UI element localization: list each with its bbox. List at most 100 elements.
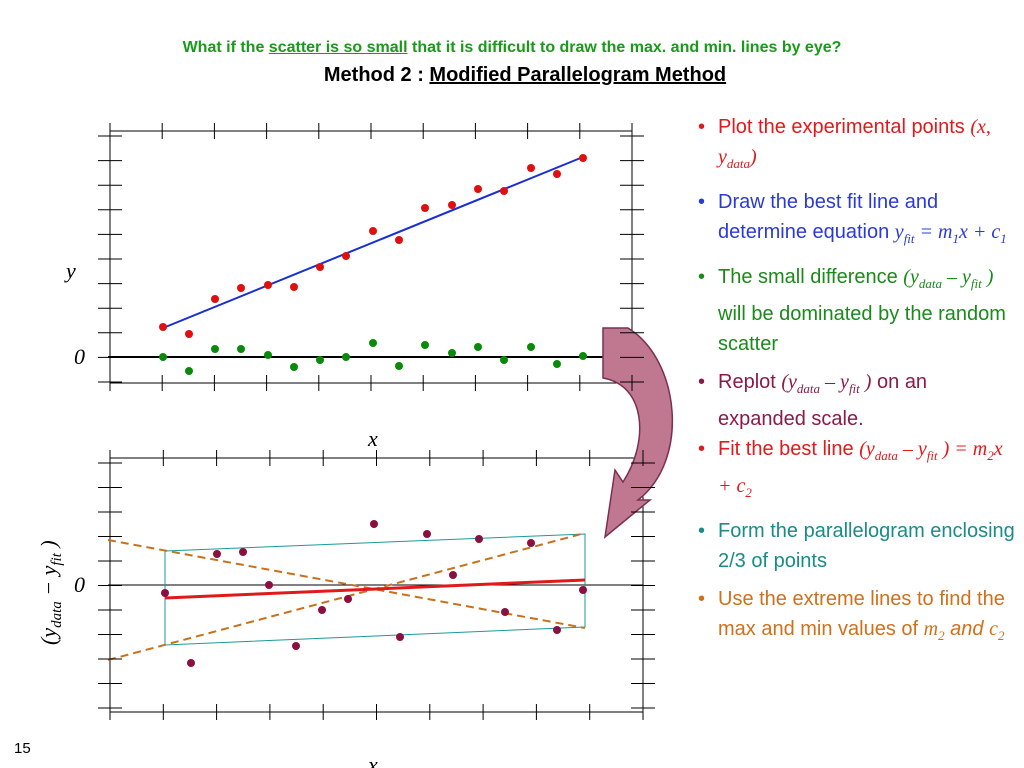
point xyxy=(187,659,195,667)
text: Plot the experimental points xyxy=(718,116,971,138)
y-label: (ydata − yfit ) xyxy=(36,540,65,645)
bullets: Plot the experimental points (x, ydata) … xyxy=(698,112,1018,659)
text: 2 xyxy=(997,628,1005,643)
fit-line xyxy=(162,156,584,329)
point xyxy=(290,363,298,371)
point xyxy=(579,154,587,162)
text: 2 xyxy=(987,448,994,463)
text: (x, y xyxy=(718,116,991,168)
point xyxy=(264,281,272,289)
text: ) xyxy=(36,540,61,553)
fit-line xyxy=(164,578,586,600)
text: data xyxy=(726,156,751,171)
point xyxy=(292,642,300,650)
zero-label: 0 xyxy=(74,572,85,597)
text: Form the parallelogram enclosing 2/3 of … xyxy=(718,520,1015,572)
text: data xyxy=(796,381,821,396)
point xyxy=(500,356,508,364)
point xyxy=(316,356,324,364)
text: 2 xyxy=(938,628,945,643)
point xyxy=(161,589,169,597)
text: − y xyxy=(36,565,61,601)
text: y xyxy=(894,221,904,243)
point xyxy=(396,633,404,641)
point xyxy=(318,606,326,614)
point xyxy=(342,353,350,361)
bullet: Replot (ydata – yfit ) on an expanded sc… xyxy=(698,367,1018,434)
text: = m xyxy=(914,221,953,243)
text: Draw the best fit line and determine equ… xyxy=(718,191,939,243)
point xyxy=(211,345,219,353)
point xyxy=(475,535,483,543)
text: ) xyxy=(859,371,872,393)
point xyxy=(421,204,429,212)
text: data xyxy=(874,448,898,463)
point xyxy=(185,367,193,375)
point xyxy=(448,201,456,209)
text: on an expanded scale. xyxy=(718,371,928,430)
text: (y xyxy=(859,438,875,460)
text: that it is difficult to draw the max. an… xyxy=(407,39,842,56)
text: 1 xyxy=(952,231,959,246)
y-label: y xyxy=(64,258,76,283)
text: will be dominated by the random scatter xyxy=(718,303,1006,355)
bullet: Use the extreme lines to find the max an… xyxy=(698,584,1018,651)
extreme-line xyxy=(107,532,586,661)
point xyxy=(474,343,482,351)
x-label: x xyxy=(367,752,378,768)
bullet: The small difference (ydata – yfit ) wil… xyxy=(698,262,1018,359)
point xyxy=(449,571,457,579)
point xyxy=(265,581,273,589)
point xyxy=(527,343,535,351)
point xyxy=(527,164,535,172)
point xyxy=(185,330,193,338)
text: scatter is so small xyxy=(268,39,408,56)
point xyxy=(290,283,298,291)
point xyxy=(500,187,508,195)
bullet: Fit the best line (ydata – yfit ) = m2x … xyxy=(698,434,1018,508)
point xyxy=(448,349,456,357)
title: Method 2 : Modified Parallelogram Method xyxy=(0,64,1024,87)
text: Use the extreme lines to find the max an… xyxy=(718,588,1005,640)
point xyxy=(501,608,509,616)
text: x + c xyxy=(718,438,1003,497)
text: ) = m xyxy=(937,438,988,460)
slide-number: 15 xyxy=(14,740,31,757)
point xyxy=(553,360,561,368)
point xyxy=(553,170,561,178)
text: Fit the best line xyxy=(718,438,860,460)
point xyxy=(579,352,587,360)
point xyxy=(237,345,245,353)
point xyxy=(211,295,219,303)
point xyxy=(213,550,221,558)
point xyxy=(527,539,535,547)
text: Method 2 : xyxy=(323,64,430,86)
text: x + c xyxy=(958,221,1001,243)
text: (y xyxy=(903,266,919,288)
text: fit xyxy=(903,231,915,246)
bullet: Form the parallelogram enclosing 2/3 of … xyxy=(698,516,1018,576)
point xyxy=(370,520,378,528)
text: 2 xyxy=(745,485,752,500)
point xyxy=(342,252,350,260)
text: – y xyxy=(941,266,971,288)
point xyxy=(264,351,272,359)
text: fit xyxy=(926,448,938,463)
point xyxy=(369,227,377,235)
text: The small difference xyxy=(718,266,904,288)
text: Modified Parallelogram Method xyxy=(429,64,727,86)
text: data xyxy=(49,601,65,628)
point xyxy=(316,263,324,271)
point xyxy=(159,353,167,361)
zero-label: 0 xyxy=(74,344,85,369)
bullet: Draw the best fit line and determine equ… xyxy=(698,187,1018,254)
text: – y xyxy=(897,438,927,460)
x-label: x xyxy=(367,426,378,451)
text: – y xyxy=(820,371,849,393)
text: and xyxy=(944,618,990,640)
text: 1 xyxy=(1000,231,1007,246)
bullet: Plot the experimental points (x, ydata) xyxy=(698,112,1018,179)
text: ) xyxy=(981,266,994,288)
text: ) xyxy=(750,146,757,168)
